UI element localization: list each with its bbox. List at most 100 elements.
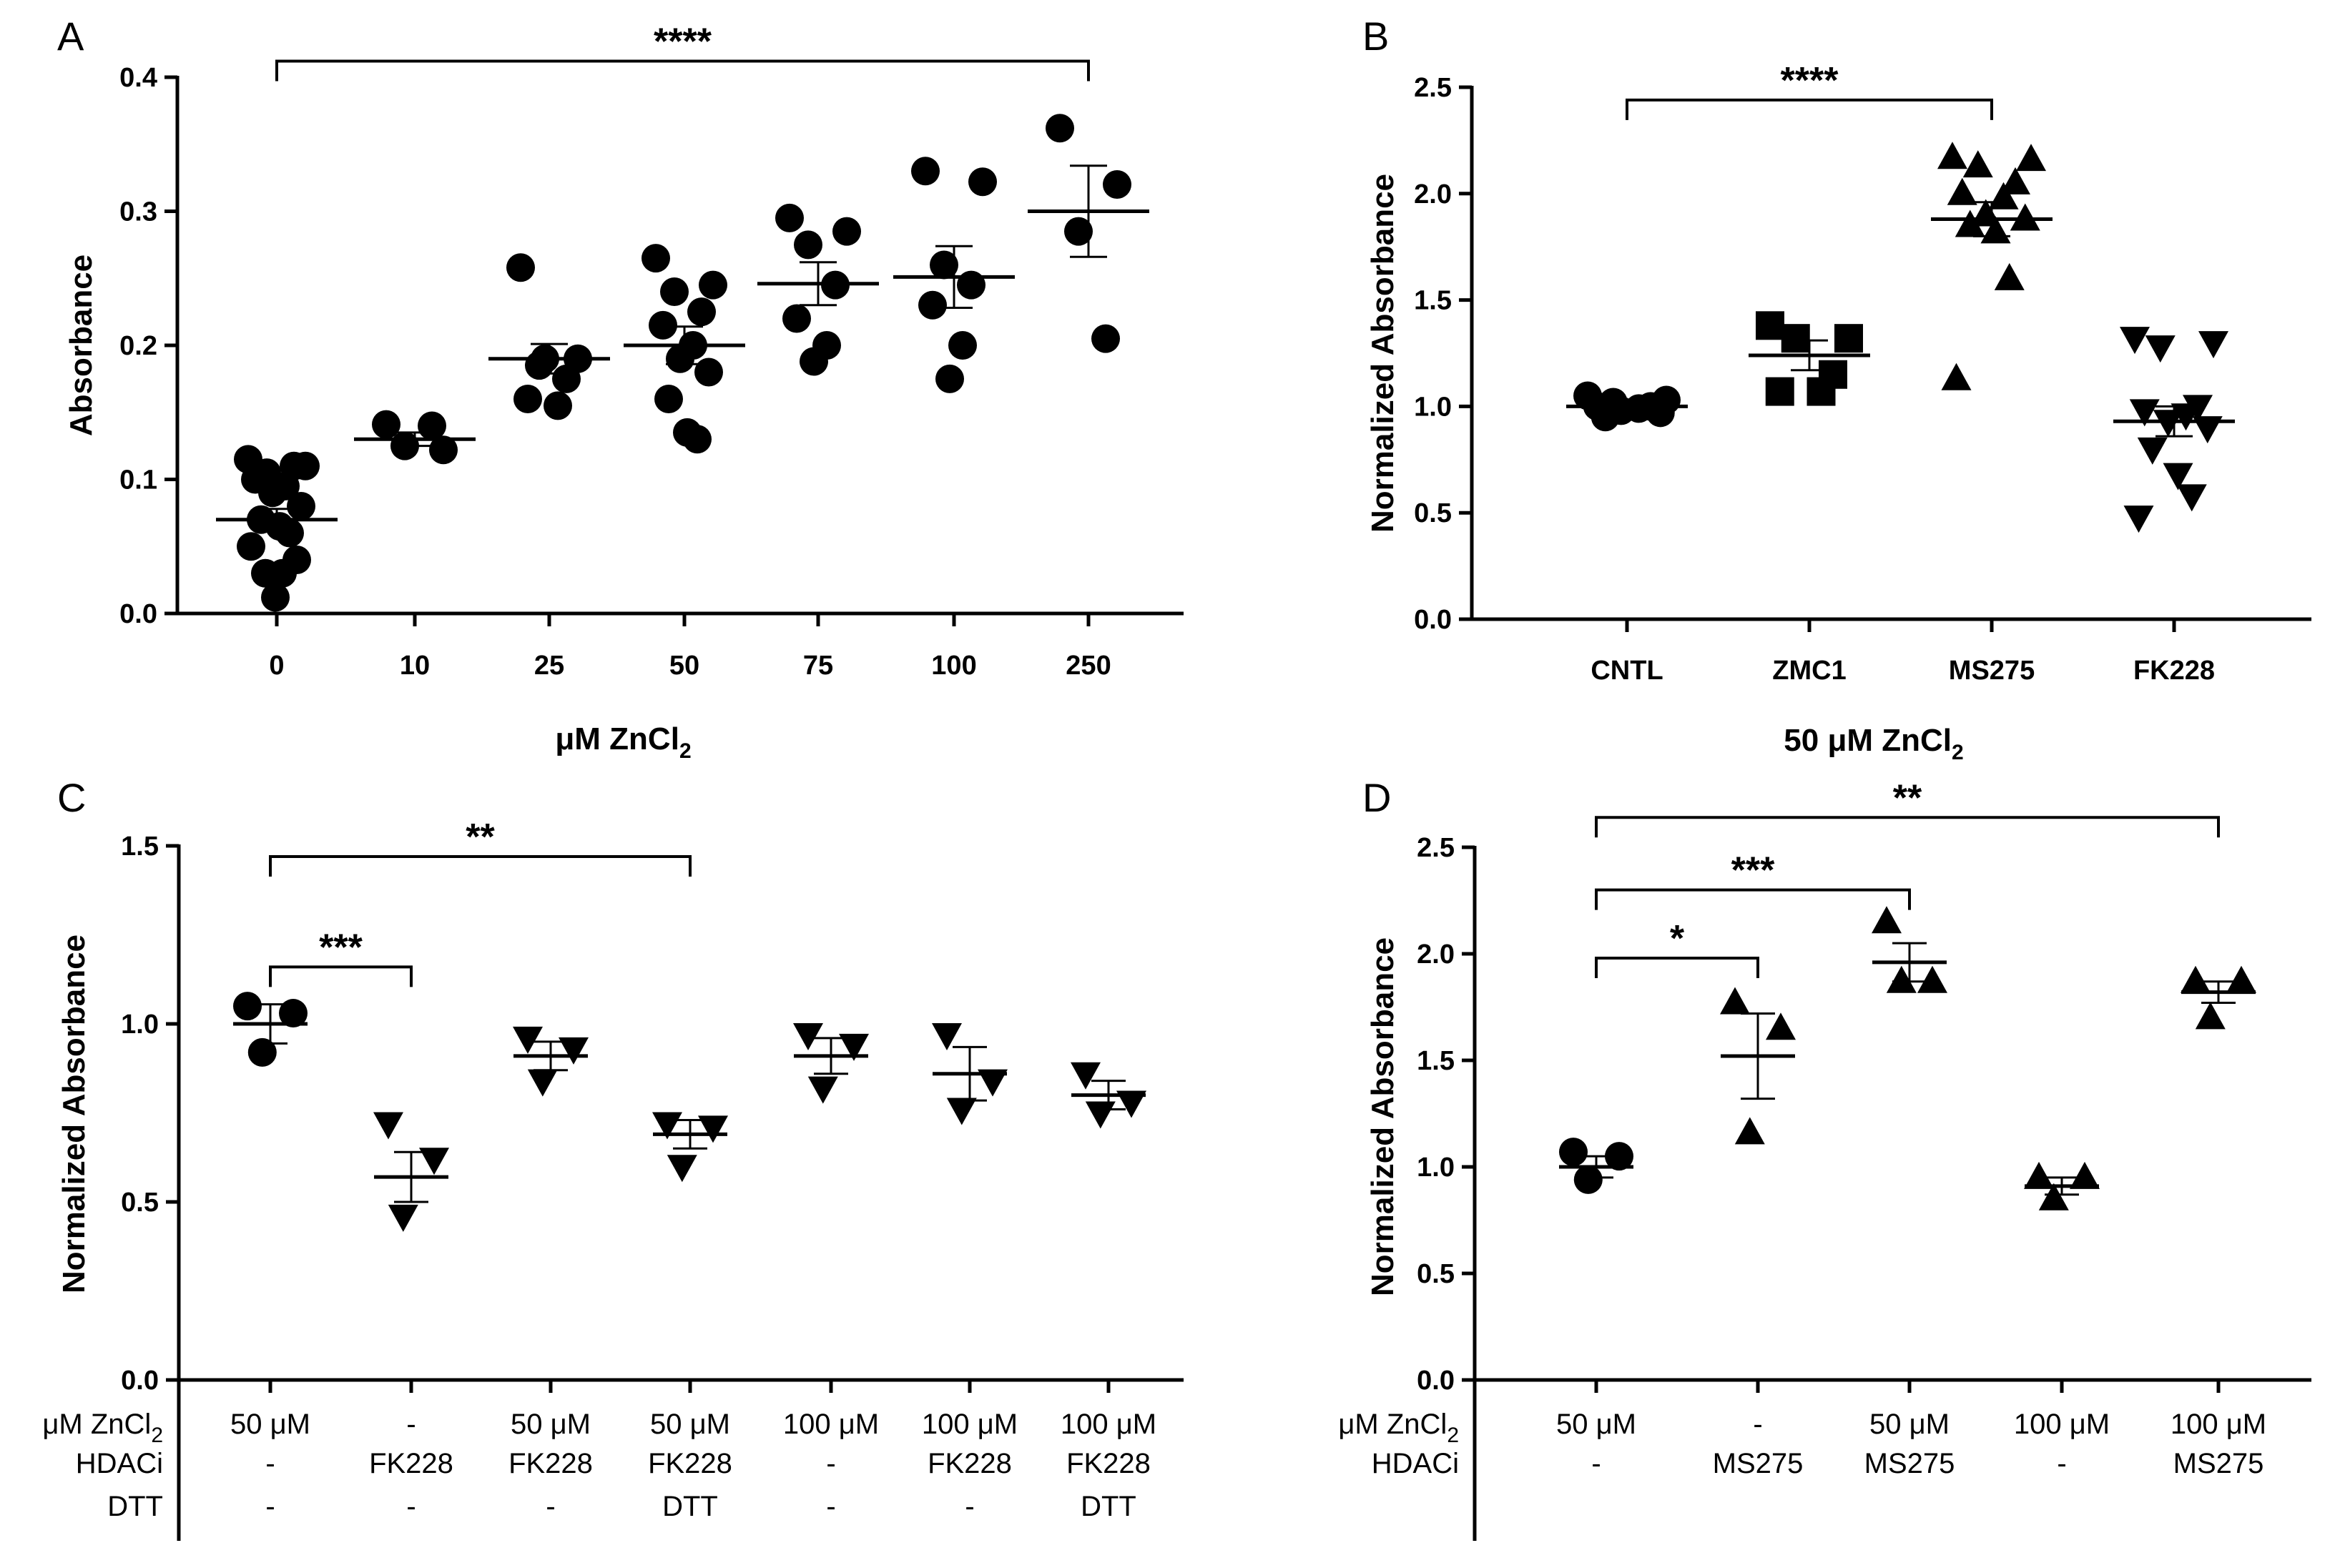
data-point	[418, 411, 446, 440]
row-label-dtt: DTT	[107, 1491, 163, 1522]
data-point	[372, 410, 400, 439]
data-point	[930, 250, 958, 280]
data-point	[513, 1026, 543, 1054]
panel-a: A 0.0 0.1 0.2 0.3 0.4 Absorbance 0 10 25 50 75 100 25…	[57, 14, 1184, 763]
panel-label: D	[1362, 775, 1391, 820]
data-point	[559, 1037, 589, 1065]
data-point	[1720, 987, 1750, 1015]
dtt-value: -	[546, 1491, 555, 1522]
y-tick-label: 2.0	[1417, 940, 1455, 970]
x-tick-label: ZMC1	[1772, 656, 1846, 686]
data-point	[1947, 177, 1977, 205]
panel-label: A	[57, 14, 84, 59]
y-tick-label: 1.0	[1417, 1153, 1455, 1183]
y-tick-label: 0.2	[119, 331, 157, 361]
significance-label: ***	[1731, 850, 1775, 892]
data-point	[642, 244, 670, 273]
data-point	[793, 1022, 823, 1050]
data-point	[373, 1112, 403, 1140]
significance-bracket	[1595, 956, 1759, 978]
dtt-value: -	[406, 1491, 416, 1522]
significance-bracket	[275, 59, 1090, 82]
data-point	[1559, 1138, 1588, 1167]
data-point	[1116, 1090, 1146, 1118]
zncl2-value: 100 μM	[783, 1409, 879, 1440]
y-tick-label: 2.5	[1414, 73, 1452, 103]
dtt-value: DTT	[662, 1491, 718, 1522]
data-point	[687, 297, 716, 327]
significance-label: ****	[654, 21, 712, 63]
y-axis-label: Normalized Absorbance	[1365, 937, 1400, 1296]
data-point	[832, 217, 861, 246]
data-point	[1085, 1101, 1116, 1129]
data-point	[287, 492, 315, 521]
x-tick-label: FK228	[2133, 656, 2215, 686]
data-point	[1046, 114, 1074, 143]
y-tick-label: 0.5	[121, 1188, 159, 1218]
hdaci-value: FK228	[928, 1448, 1012, 1479]
data-point	[1917, 965, 1947, 993]
x-tick-label: 250	[1066, 651, 1111, 681]
significance-label: *	[1670, 918, 1685, 960]
data-point	[699, 270, 727, 300]
y-tick-label: 0.0	[119, 599, 157, 629]
x-tick-label: 50	[669, 651, 699, 681]
data-point	[2123, 506, 2154, 533]
data-point	[429, 435, 458, 465]
y-tick-label: 2.0	[1414, 179, 1452, 209]
data-point	[918, 290, 947, 320]
y-tick-label: 0.3	[119, 197, 157, 227]
data-point	[2163, 463, 2193, 490]
y-tick-label: 0.1	[119, 465, 157, 495]
data-point	[1781, 324, 1810, 353]
y-tick-label: 1.5	[121, 832, 159, 862]
hdaci-value: FK228	[648, 1448, 732, 1479]
panel-label: B	[1362, 14, 1389, 59]
data-point	[1573, 1165, 1603, 1194]
data-point	[1605, 1142, 1633, 1171]
significance-bracket	[1626, 98, 1993, 120]
dtt-value: -	[265, 1491, 275, 1522]
y-tick-label: 2.5	[1417, 833, 1455, 863]
data-point	[388, 1204, 418, 1232]
y-tick-label: 0.0	[121, 1366, 159, 1396]
data-point	[1955, 209, 1985, 237]
x-tick-label: 25	[534, 651, 564, 681]
zncl2-value: -	[406, 1409, 416, 1440]
panel-c: C 0.0 0.5 1.0 1.5 Normalized Absorbance μM ZnC…	[42, 775, 1184, 1541]
data-point	[654, 385, 683, 413]
zncl2-value: 50 μM	[230, 1409, 310, 1440]
data-point	[1886, 965, 1917, 993]
zncl2-value: 100 μM	[1061, 1409, 1156, 1440]
data-point	[1941, 363, 1972, 390]
x-tick-label: MS275	[1949, 656, 2035, 686]
data-point	[1091, 324, 1120, 353]
data-point	[946, 1098, 977, 1125]
data-point	[1765, 377, 1794, 406]
data-point	[978, 1069, 1008, 1097]
x-tick-label: 100	[931, 651, 976, 681]
y-tick-label: 1.5	[1414, 286, 1452, 316]
hdaci-value: -	[265, 1448, 275, 1479]
data-point	[794, 230, 822, 260]
data-point	[1962, 150, 1993, 178]
data-point	[2070, 1161, 2100, 1189]
significance-bracket	[269, 965, 413, 987]
x-tick-label: CNTL	[1591, 656, 1663, 686]
y-tick-label: 1.0	[1414, 392, 1452, 422]
significance-label: ****	[1781, 60, 1839, 102]
data-point	[1807, 377, 1836, 406]
data-point	[2181, 965, 2211, 993]
data-point	[544, 391, 572, 420]
zncl2-value: -	[1753, 1409, 1762, 1440]
hdaci-value: MS275	[1864, 1448, 1955, 1479]
data-point	[1872, 906, 1902, 934]
y-tick-label: 1.0	[121, 1010, 159, 1040]
data-point	[2024, 1161, 2054, 1189]
x-tick-label: 0	[269, 651, 284, 681]
data-point	[2226, 965, 2256, 993]
panel-d: D 0.0 0.5 1.0 1.5 2.0 2.5 Normalized Absorbance…	[1338, 775, 2311, 1541]
data-point	[2129, 399, 2160, 427]
data-point	[247, 1037, 277, 1067]
data-point	[2010, 203, 2040, 231]
